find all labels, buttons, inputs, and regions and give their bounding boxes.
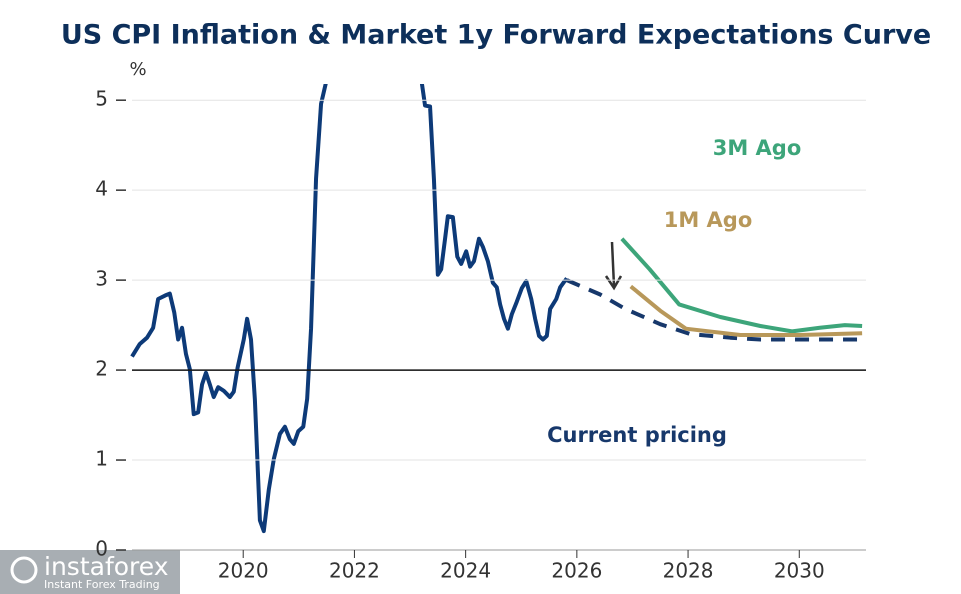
x-tick-label: 2024: [440, 559, 491, 583]
y-tick-label: 1: [95, 447, 108, 471]
series-line: [620, 237, 863, 334]
watermark-icon: [10, 556, 38, 584]
x-tick-label: 2020: [218, 559, 269, 583]
series-line: [130, 84, 569, 534]
x-tick-label: 2026: [551, 559, 602, 583]
y-tick-label: 3: [95, 267, 108, 291]
y-tick-label: 4: [95, 177, 108, 201]
watermark: instaforex Instant Forex Trading: [0, 550, 180, 594]
chart-title: US CPI Inflation & Market 1y Forward Exp…: [61, 20, 931, 51]
plot-area: [130, 84, 863, 534]
series-label: Current pricing: [547, 423, 727, 447]
y-axis-label: %: [129, 59, 146, 80]
x-tick-label: 2030: [774, 559, 825, 583]
series-label: 3M Ago: [713, 136, 802, 160]
y-tick-label: 5: [95, 87, 108, 111]
watermark-bg: [0, 550, 180, 594]
series-line: [629, 284, 863, 337]
x-tick-label: 2022: [329, 559, 380, 583]
watermark-brand: instaforex: [44, 552, 169, 581]
y-tick-label: 2: [95, 357, 108, 381]
series-label: 1M Ago: [664, 208, 753, 232]
watermark-tagline: Instant Forex Trading: [44, 578, 160, 591]
arrow: [604, 241, 623, 291]
y-tick-label: 0: [95, 537, 108, 561]
x-tick-label: 2028: [663, 559, 714, 583]
